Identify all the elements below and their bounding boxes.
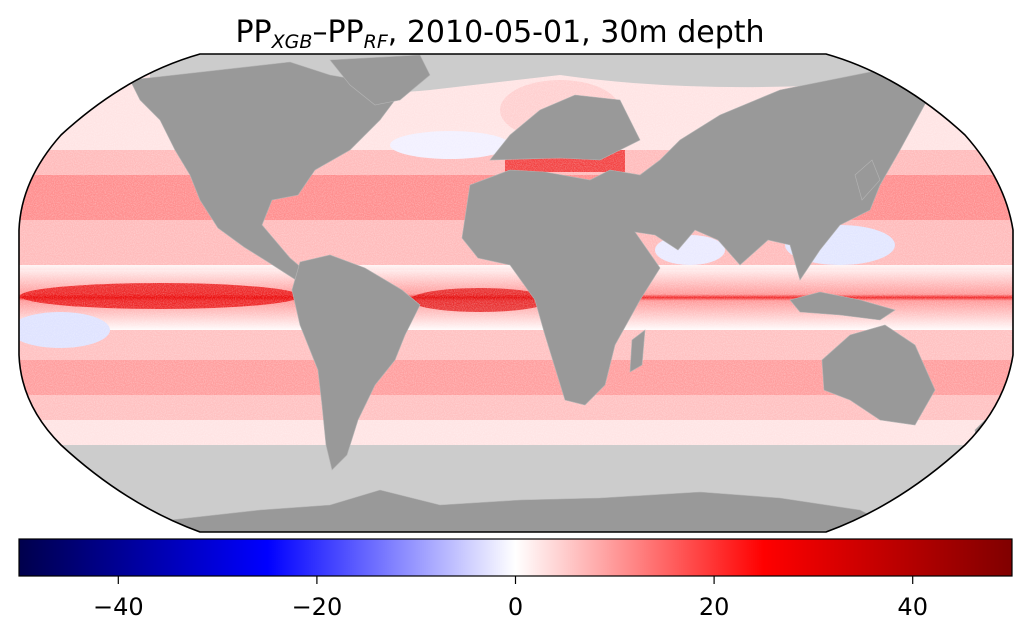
afro-eurasia bbox=[461, 69, 931, 406]
colorbar-tick-label: 20 bbox=[699, 593, 730, 621]
colorbar-tick-label: 40 bbox=[897, 593, 928, 621]
madagascar bbox=[629, 329, 646, 373]
australia bbox=[821, 324, 936, 426]
south-america bbox=[291, 254, 421, 471]
world-map bbox=[18, 53, 1014, 533]
map-outline bbox=[18, 53, 1014, 533]
greenland bbox=[329, 54, 431, 106]
indonesia bbox=[789, 291, 896, 321]
europe bbox=[489, 94, 641, 161]
colorbar-gradient bbox=[18, 538, 1013, 577]
colorbar-ticks: −40 −20 0 20 40 bbox=[93, 576, 928, 621]
map-title: PPXGB–PPRF, 2010-05-01, 30m depth bbox=[235, 15, 765, 53]
land-masses bbox=[129, 54, 991, 532]
japan bbox=[854, 159, 881, 201]
colorbar-tick-label: −40 bbox=[93, 593, 144, 621]
colorbar-tick-label: −20 bbox=[292, 593, 343, 621]
colorbar-tick-label: 0 bbox=[508, 593, 523, 621]
